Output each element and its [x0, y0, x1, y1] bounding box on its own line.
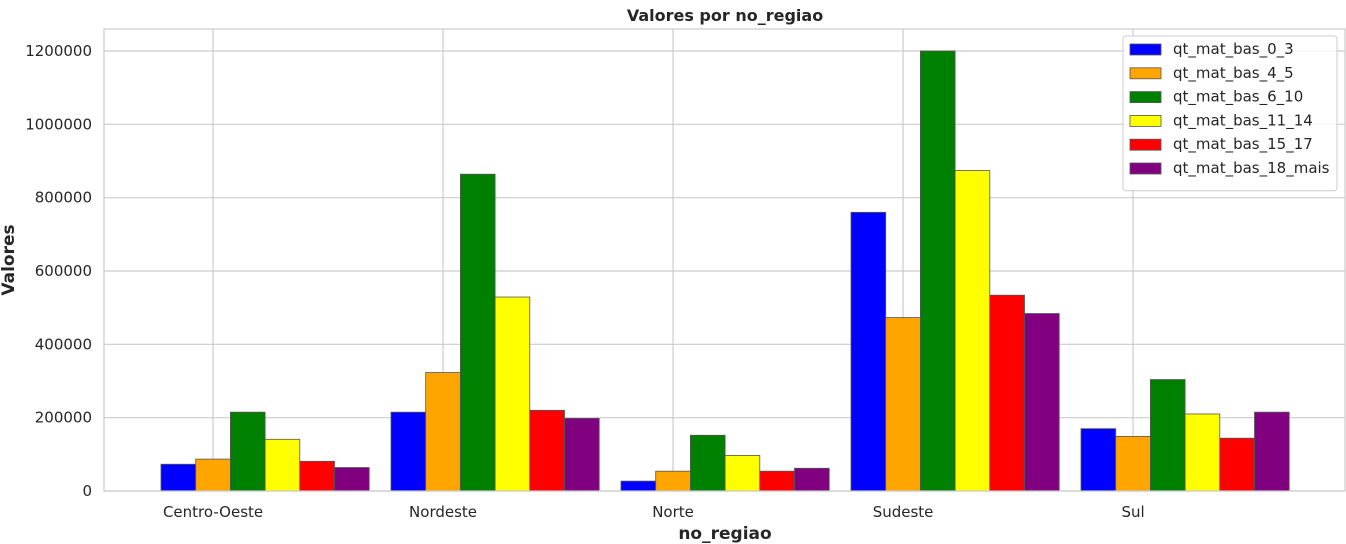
bar-qt_mat_bas_15_17-Sudeste	[989, 294, 1025, 492]
y-tick-label: 400000	[35, 335, 92, 353]
bar-qt_mat_bas_4_5-Norte	[655, 470, 691, 492]
y-tick-label: 1000000	[25, 115, 92, 133]
legend-swatch	[1129, 115, 1162, 127]
legend-label: qt_mat_bas_15_17	[1173, 135, 1313, 154]
bar-qt_mat_bas_18_mais-Norte	[794, 467, 830, 492]
bar-qt_mat_bas_6_10-Sul	[1150, 379, 1186, 492]
bar-qt_mat_bas_15_17-Sul	[1219, 437, 1255, 492]
bar-qt_mat_bas_0_3-Centro-Oeste	[160, 463, 197, 492]
bar-qt_mat_bas_11_14-Sul	[1184, 413, 1221, 492]
legend-label: qt_mat_bas_18_mais	[1173, 159, 1330, 178]
legend-swatch	[1129, 43, 1162, 56]
bar-qt_mat_bas_4_5-Sudeste	[885, 317, 921, 492]
bar-qt_mat_bas_11_14-Norte	[724, 455, 761, 492]
bar-qt_mat_bas_11_14-Sudeste	[954, 170, 991, 492]
bar-qt_mat_bas_15_17-Norte	[759, 470, 795, 492]
bar-qt_mat_bas_0_3-Sul	[1080, 428, 1117, 492]
bar-qt_mat_bas_4_5-Sul	[1115, 435, 1151, 492]
legend-label: qt_mat_bas_6_10	[1173, 88, 1303, 107]
bar-qt_mat_bas_4_5-Nordeste	[425, 372, 461, 492]
legend-box	[1122, 35, 1338, 192]
x-axis-title: no_regiao	[678, 524, 771, 544]
bar-qt_mat_bas_6_10-Centro-Oeste	[229, 411, 266, 492]
y-axis-ticks: 0 200000 400000 600000 800000 1000000 1200000	[25, 42, 92, 500]
x-tick-label: Sul	[1121, 503, 1144, 521]
bar-qt_mat_bas_0_3-Norte	[620, 480, 657, 492]
bar-qt_mat_bas_11_14-Centro-Oeste	[264, 438, 301, 492]
y-tick-label: 0	[82, 482, 92, 500]
x-axis-ticks: Centro-Oeste Nordeste Norte Sudeste Sul	[163, 503, 1145, 521]
bar-qt_mat_bas_15_17-Centro-Oeste	[299, 460, 335, 492]
legend-label: qt_mat_bas_0_3	[1173, 40, 1294, 59]
chart-title: Valores por no_regiao	[627, 6, 823, 25]
x-tick-label: Centro-Oeste	[163, 503, 263, 521]
bar-qt_mat_bas_6_10-Sudeste	[920, 50, 956, 492]
plot-area	[103, 28, 1346, 492]
y-tick-label: 1200000	[25, 42, 92, 60]
bar-qt_mat_bas_0_3-Nordeste	[390, 411, 427, 492]
y-axis-title: Valores	[0, 224, 19, 295]
legend[interactable]: qt_mat_bas_0_3 qt_mat_bas_4_5 qt_mat_bas_6…	[1122, 35, 1338, 192]
bar-qt_mat_bas_18_mais-Centro-Oeste	[334, 467, 370, 492]
legend-swatch	[1129, 138, 1162, 151]
y-tick-label: 600000	[35, 262, 92, 280]
legend-label: qt_mat_bas_11_14	[1173, 111, 1313, 130]
legend-swatch	[1129, 162, 1162, 175]
x-tick-label: Norte	[652, 503, 694, 521]
x-tick-label: Nordeste	[409, 503, 477, 521]
bars	[160, 50, 1290, 492]
bar-qt_mat_bas_6_10-Nordeste	[459, 173, 496, 492]
legend-label: qt_mat_bas_4_5	[1173, 64, 1294, 83]
y-tick-label: 800000	[35, 189, 92, 207]
x-tick-label: Sudeste	[873, 503, 934, 521]
bar-qt_mat_bas_18_mais-Nordeste	[564, 417, 600, 492]
legend-swatch	[1129, 91, 1162, 103]
bar-qt_mat_bas_15_17-Nordeste	[529, 409, 565, 492]
legend-swatch	[1129, 67, 1162, 80]
bar-qt_mat_bas_18_mais-Sul	[1254, 411, 1290, 492]
bar-qt_mat_bas_0_3-Sudeste	[850, 211, 887, 492]
bar-qt_mat_bas_6_10-Norte	[690, 434, 726, 492]
bar-qt_mat_bas_18_mais-Sudeste	[1024, 313, 1060, 492]
bar-qt_mat_bas_4_5-Centro-Oeste	[195, 458, 231, 492]
bar-qt_mat_bas_11_14-Nordeste	[494, 296, 531, 492]
y-tick-label: 200000	[35, 409, 92, 427]
